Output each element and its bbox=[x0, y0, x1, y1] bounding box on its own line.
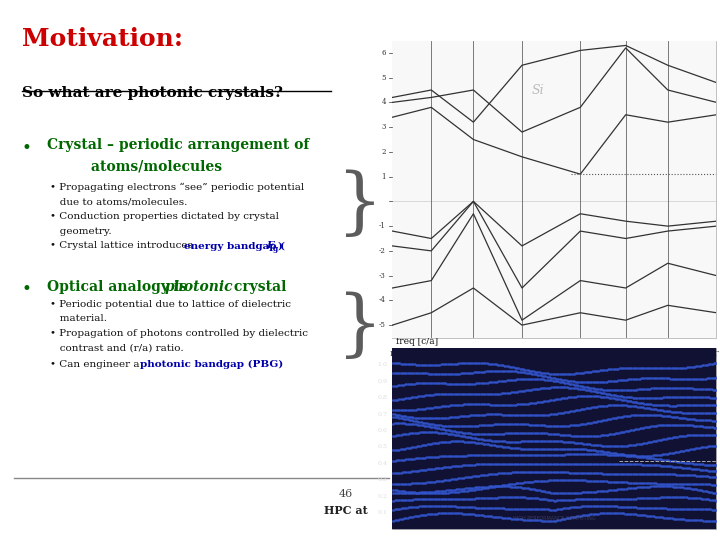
Text: due to atoms/molecules.: due to atoms/molecules. bbox=[50, 197, 188, 206]
Text: freq [c/a]: freq [c/a] bbox=[396, 336, 438, 346]
Text: X: X bbox=[577, 350, 583, 358]
Text: Λ: Λ bbox=[428, 350, 434, 358]
Text: So what are photonic crystals?: So what are photonic crystals? bbox=[22, 86, 282, 100]
Text: 0.2: 0.2 bbox=[377, 494, 387, 499]
Text: ): ) bbox=[278, 241, 283, 251]
Text: Γ: Γ bbox=[471, 350, 476, 358]
Text: 1: 1 bbox=[382, 173, 386, 180]
Text: Si: Si bbox=[532, 84, 544, 97]
Text: atoms/molecules: atoms/molecules bbox=[47, 159, 222, 173]
Text: photonic: photonic bbox=[164, 280, 233, 294]
Text: Δᵤ: Δᵤ bbox=[518, 350, 526, 358]
Text: • Crystal lattice introduces: • Crystal lattice introduces bbox=[50, 241, 197, 251]
Text: HIGH PERFORMANCE COMPUTING: HIGH PERFORMANCE COMPUTING bbox=[513, 516, 595, 521]
Text: energy bandgap (: energy bandgap ( bbox=[184, 241, 284, 251]
Text: }: } bbox=[337, 170, 383, 240]
Text: material.: material. bbox=[50, 314, 107, 323]
Text: }: } bbox=[337, 292, 383, 362]
Text: 0.8: 0.8 bbox=[377, 395, 387, 400]
Text: Σ: Σ bbox=[665, 350, 670, 358]
Text: -1: -1 bbox=[379, 222, 386, 230]
Text: 0.7: 0.7 bbox=[377, 411, 387, 416]
Text: -2: -2 bbox=[379, 247, 386, 255]
Text: photonic bandgap (PBG): photonic bandgap (PBG) bbox=[140, 360, 284, 369]
Bar bbox=[392, 348, 716, 529]
Text: • Periodic potential due to lattice of dielectric: • Periodic potential due to lattice of d… bbox=[50, 300, 292, 309]
Text: 0.5: 0.5 bbox=[377, 444, 387, 449]
Text: • Can engineer a: • Can engineer a bbox=[50, 360, 143, 369]
Text: g: g bbox=[273, 245, 278, 253]
Bar bbox=[392, 40, 716, 338]
Text: E: E bbox=[266, 241, 274, 251]
Text: -3: -3 bbox=[379, 272, 386, 280]
Text: 6: 6 bbox=[382, 49, 386, 57]
Text: 0.3: 0.3 bbox=[377, 477, 387, 482]
Text: • Propagation of photons controlled by dielectric: • Propagation of photons controlled by d… bbox=[50, 329, 308, 339]
Text: Motivation:: Motivation: bbox=[22, 27, 183, 51]
Text: 0.6: 0.6 bbox=[378, 428, 387, 433]
Text: K: K bbox=[623, 350, 629, 358]
Text: •: • bbox=[22, 140, 32, 157]
Text: 0.4: 0.4 bbox=[377, 461, 387, 466]
Text: • Conduction properties dictated by crystal: • Conduction properties dictated by crys… bbox=[50, 212, 279, 221]
Text: 4: 4 bbox=[382, 98, 386, 106]
Text: Crystal – periodic arrangement of: Crystal – periodic arrangement of bbox=[47, 138, 309, 152]
Text: Optical analogy is: Optical analogy is bbox=[47, 280, 192, 294]
Text: •: • bbox=[22, 281, 32, 298]
Text: 0.9: 0.9 bbox=[377, 379, 387, 384]
Text: 46: 46 bbox=[338, 489, 353, 499]
Text: E [eV]: E [eV] bbox=[396, 43, 424, 52]
Text: 3: 3 bbox=[382, 123, 386, 131]
Text: crystal: crystal bbox=[229, 280, 287, 294]
Text: L: L bbox=[390, 350, 395, 358]
Text: Si: Si bbox=[688, 43, 702, 56]
Text: 0.1: 0.1 bbox=[377, 510, 387, 515]
Text: HPC at: HPC at bbox=[324, 505, 367, 516]
Text: -4: -4 bbox=[379, 296, 386, 305]
Text: geometry.: geometry. bbox=[50, 227, 112, 236]
Text: contrast and (r/a) ratio.: contrast and (r/a) ratio. bbox=[50, 344, 184, 353]
Text: 1.0: 1.0 bbox=[377, 362, 387, 367]
Text: • Propagating electrons “see” periodic potential: • Propagating electrons “see” periodic p… bbox=[50, 183, 305, 192]
Text: 2: 2 bbox=[382, 148, 386, 156]
Text: Γ: Γ bbox=[714, 350, 719, 358]
Text: -5: -5 bbox=[379, 321, 386, 329]
Text: 5: 5 bbox=[382, 73, 386, 82]
